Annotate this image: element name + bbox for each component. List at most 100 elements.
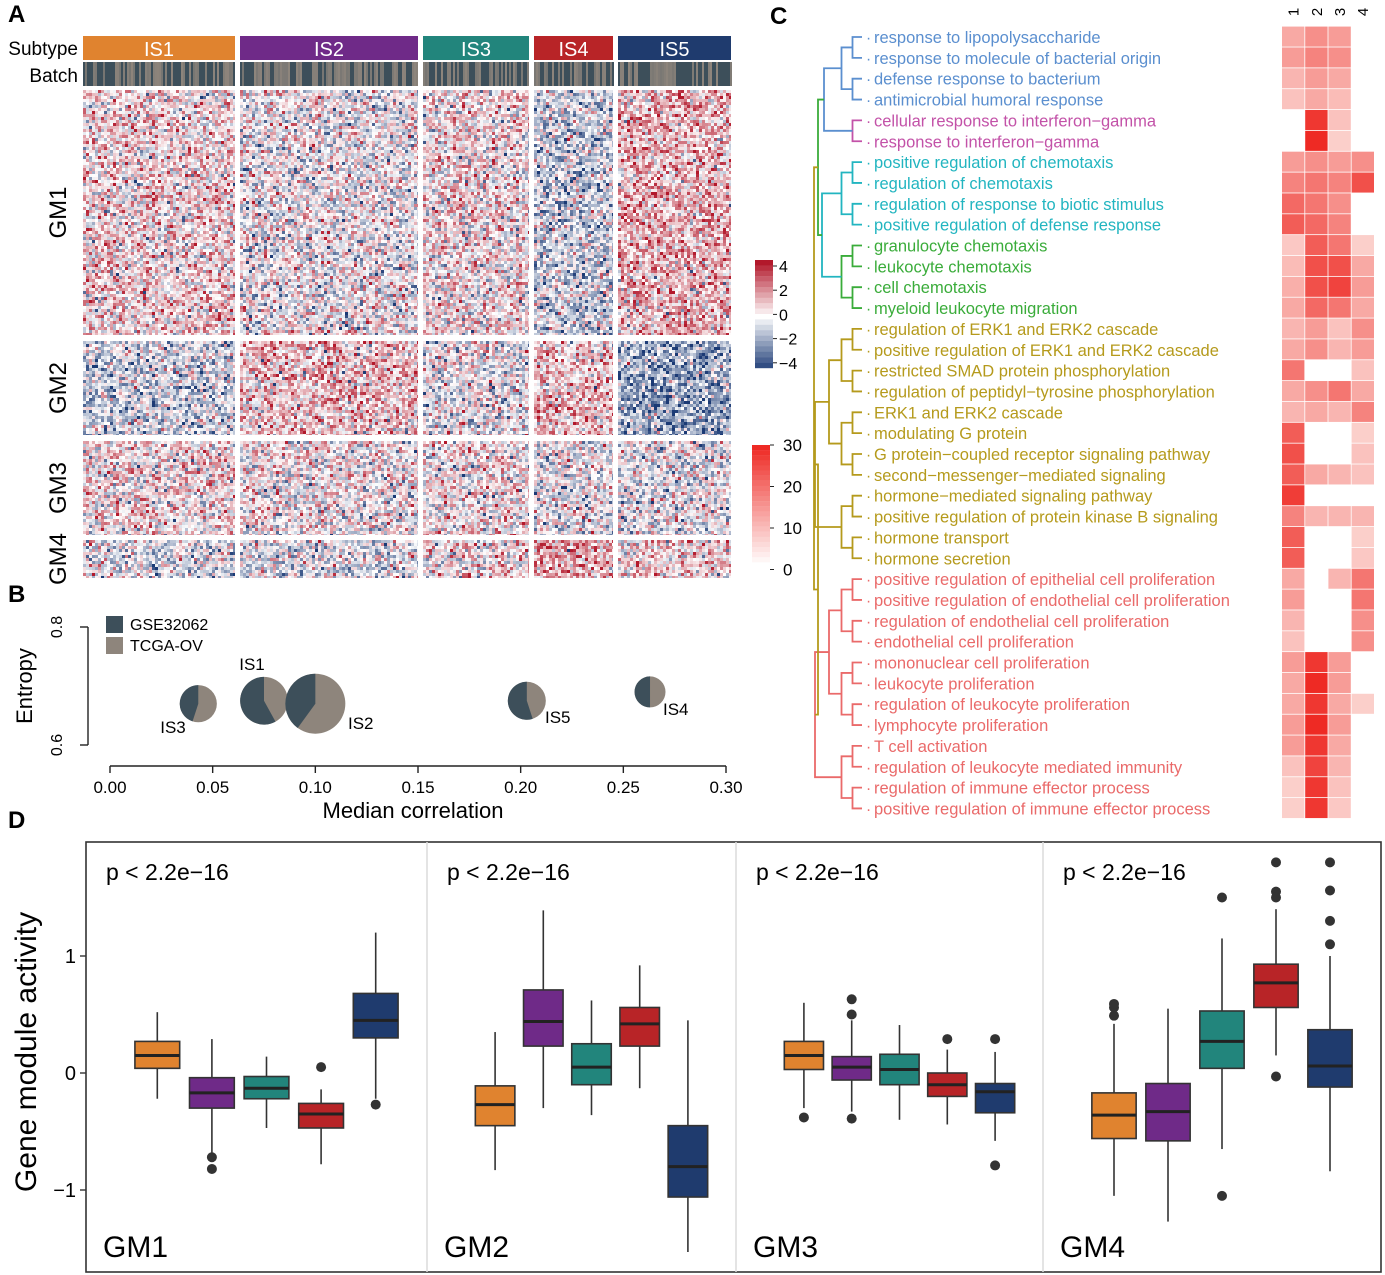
heat-cell <box>182 108 185 111</box>
heat-cell <box>185 117 188 120</box>
heat-cell <box>161 93 164 96</box>
heat-cell <box>89 111 92 114</box>
batch-stripe <box>437 62 439 86</box>
batch-stripe <box>147 62 149 86</box>
heat-cell <box>125 120 128 123</box>
batch-stripe <box>219 62 221 86</box>
batch-stripe <box>451 62 453 86</box>
heat-cell <box>203 99 206 102</box>
batch-stripe <box>708 62 710 86</box>
heat-cell <box>98 123 101 126</box>
heat-cell <box>221 99 224 102</box>
batch-stripe <box>630 62 632 86</box>
heat-cell <box>119 117 122 120</box>
batch-stripe <box>161 62 163 86</box>
heat-cell <box>206 105 209 108</box>
heat-cell <box>200 105 203 108</box>
heat-cell <box>140 129 143 132</box>
batch-stripe <box>169 62 171 86</box>
heat-cell <box>185 96 188 99</box>
heat-cell <box>137 129 140 132</box>
batch-stripe <box>654 62 656 86</box>
heat-cell <box>152 117 155 120</box>
batch-stripe <box>284 62 286 86</box>
heat-cell <box>209 120 212 123</box>
heat-cell <box>161 111 164 114</box>
batch-stripe <box>481 62 483 86</box>
batch-stripe <box>402 62 404 86</box>
heat-cell <box>107 114 110 117</box>
figure: A B C D Subtype Batch IS1 IS2 IS3 IS4 IS5 GM… <box>0 0 1385 1275</box>
heat-cell <box>143 129 146 132</box>
batch-stripe <box>207 62 209 86</box>
heat-cell <box>206 108 209 111</box>
heat-cell <box>167 105 170 108</box>
heat-cell <box>194 99 197 102</box>
heat-cell <box>209 114 212 117</box>
heat-cell <box>131 123 134 126</box>
heat-cell <box>176 105 179 108</box>
panel-label-a: A <box>8 1 25 28</box>
heat-cell <box>134 129 137 132</box>
batch-stripe <box>507 62 509 86</box>
heat-cell <box>140 114 143 117</box>
heat-cell <box>212 111 215 114</box>
heat-cell <box>107 117 110 120</box>
batch-stripe <box>534 62 536 86</box>
heat-cell <box>89 123 92 126</box>
batch-stripe <box>252 62 254 86</box>
heat-cell <box>140 126 143 129</box>
heat-cell <box>197 117 200 120</box>
heat-cell <box>134 96 137 99</box>
heat-cell <box>197 99 200 102</box>
heat-cell <box>224 99 227 102</box>
heat-cell <box>215 126 218 129</box>
heat-cell <box>116 102 119 105</box>
heat-cell <box>218 96 221 99</box>
heat-cell <box>206 96 209 99</box>
heat-cell <box>155 117 158 120</box>
heat-cell <box>131 105 134 108</box>
heat-cell <box>209 102 212 105</box>
heat-cell <box>170 123 173 126</box>
heat-cell <box>209 117 212 120</box>
heat-cell <box>143 99 146 102</box>
batch-stripe <box>278 62 280 86</box>
heat-cell <box>167 120 170 123</box>
batch-stripe <box>519 62 521 86</box>
batch-stripe <box>414 62 416 86</box>
batch-stripe <box>400 62 402 86</box>
heat-cell <box>107 105 110 108</box>
heat-cell <box>191 114 194 117</box>
heat-cell <box>182 117 185 120</box>
heat-cell <box>200 117 203 120</box>
heat-cell <box>122 105 125 108</box>
heat-cell <box>137 114 140 117</box>
heat-cell <box>113 126 116 129</box>
heat-cell <box>86 102 89 105</box>
batch-stripe <box>151 62 153 86</box>
batch-stripe <box>197 62 199 86</box>
batch-stripe <box>662 62 664 86</box>
heat-cell <box>116 90 119 93</box>
heat-cell <box>200 114 203 117</box>
heat-cell <box>95 111 98 114</box>
heat-cell <box>224 114 227 117</box>
batch-stripe <box>193 62 195 86</box>
batch-stripe <box>113 62 115 86</box>
heat-cell <box>221 111 224 114</box>
batch-stripe <box>93 62 95 86</box>
heat-cell <box>119 129 122 132</box>
heat-cell <box>149 96 152 99</box>
heat-cell <box>158 90 161 93</box>
heat-cell <box>173 114 176 117</box>
heat-cell <box>152 102 155 105</box>
batch-stripe <box>141 62 143 86</box>
heat-cell <box>89 105 92 108</box>
subtype-label-is2: IS2 <box>314 39 344 61</box>
heat-cell <box>149 102 152 105</box>
heat-cell <box>218 93 221 96</box>
heat-cell <box>152 129 155 132</box>
heat-cell <box>188 105 191 108</box>
batch-stripe <box>447 62 449 86</box>
